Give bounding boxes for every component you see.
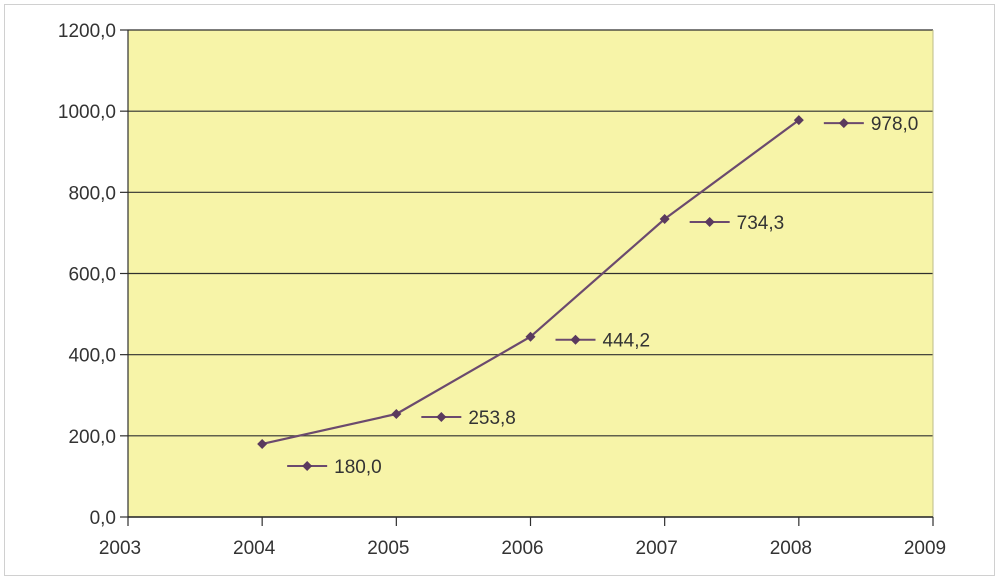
data-label: 253,8 bbox=[468, 408, 516, 429]
data-label-marker bbox=[570, 334, 581, 345]
x-tick-label: 2009 bbox=[904, 538, 946, 559]
x-tick-label: 2003 bbox=[99, 538, 141, 559]
data-label-marker bbox=[704, 216, 715, 227]
x-tick-label: 2005 bbox=[367, 538, 409, 559]
data-point bbox=[525, 331, 536, 342]
y-tick-label: 600,0 bbox=[68, 265, 116, 286]
data-point bbox=[257, 438, 268, 449]
data-label: 180,0 bbox=[334, 457, 382, 478]
data-label: 444,2 bbox=[603, 331, 651, 352]
data-label-marker bbox=[302, 460, 313, 471]
y-tick-label: 0,0 bbox=[90, 508, 116, 529]
data-label-marker bbox=[436, 411, 447, 422]
y-tick-label: 200,0 bbox=[68, 427, 116, 448]
data-label-marker bbox=[838, 118, 849, 129]
data-point bbox=[391, 408, 402, 419]
x-tick-label: 2006 bbox=[501, 538, 543, 559]
y-tick-label: 800,0 bbox=[68, 183, 116, 204]
line-chart: 0,0 200,0 400,0 600,0 800,0 1000,0 1200,0 2003 2… bbox=[58, 21, 946, 559]
chart-frame: 0,0 200,0 400,0 600,0 800,0 1000,0 1200,0 2003 2… bbox=[4, 4, 995, 576]
data-point bbox=[659, 213, 670, 224]
y-tick-label: 1000,0 bbox=[58, 102, 116, 123]
y-tick-label: 400,0 bbox=[68, 346, 116, 367]
y-tick-label: 1200,0 bbox=[58, 21, 116, 42]
x-tick-label: 2004 bbox=[233, 538, 276, 559]
data-point bbox=[793, 115, 804, 126]
x-tick-label: 2007 bbox=[636, 538, 678, 559]
data-label: 978,0 bbox=[871, 114, 919, 135]
data-label: 734,3 bbox=[737, 213, 785, 234]
x-tick-label: 2008 bbox=[770, 538, 812, 559]
